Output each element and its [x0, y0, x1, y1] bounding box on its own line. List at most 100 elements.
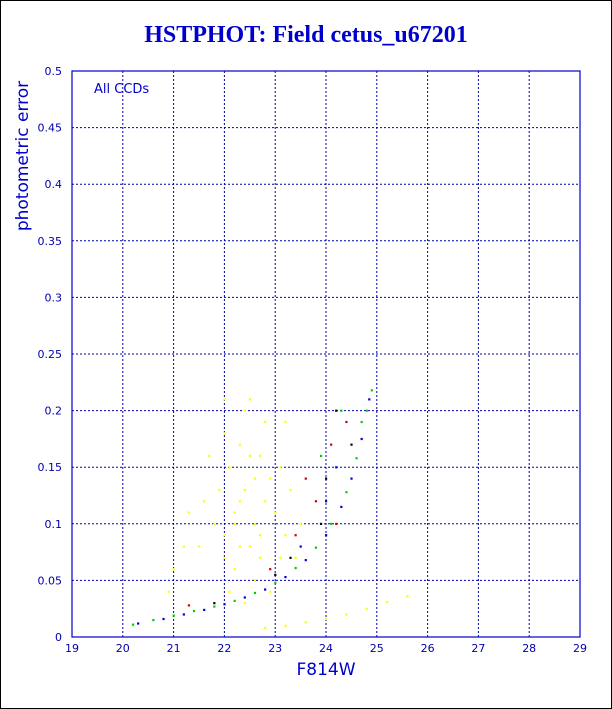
data-point	[274, 573, 277, 576]
data-point	[345, 491, 348, 494]
tick-labels: 19 20 21 22 23 24 25 26 27 28 29 0 0.05 0.1 0.15 0.2 0.2…	[38, 65, 588, 655]
data-point	[233, 599, 236, 602]
data-point	[264, 626, 267, 630]
data-point	[274, 581, 277, 584]
data-point	[304, 621, 307, 624]
x-tick-label: 28	[522, 642, 536, 655]
x-tick-label: 19	[65, 642, 79, 655]
data-point	[253, 591, 257, 595]
data-point	[299, 522, 302, 525]
data-point	[182, 613, 185, 616]
data-point	[345, 613, 348, 616]
data-point	[368, 398, 371, 401]
data-point	[233, 568, 236, 571]
data-point	[294, 566, 297, 570]
data-point	[345, 420, 348, 424]
data-point	[294, 556, 297, 559]
x-tick-label: 29	[573, 642, 587, 655]
data-point	[208, 454, 211, 458]
y-tick-label: 0.25	[38, 348, 63, 361]
data-point	[330, 522, 333, 525]
data-point	[360, 420, 363, 424]
data-point	[223, 603, 226, 606]
data-point	[284, 534, 287, 537]
data-points	[131, 389, 409, 630]
data-point	[248, 398, 251, 401]
data-point	[355, 457, 358, 460]
data-point	[213, 602, 216, 605]
data-point	[279, 466, 282, 469]
x-tick-label: 24	[319, 642, 333, 655]
data-point	[218, 488, 221, 492]
data-point	[182, 545, 185, 548]
data-point	[269, 477, 272, 480]
data-point	[360, 437, 363, 441]
data-point	[319, 522, 323, 525]
data-point	[213, 605, 216, 608]
data-point	[314, 500, 318, 503]
data-point	[274, 511, 277, 514]
data-point	[284, 624, 287, 627]
data-point	[223, 534, 226, 537]
y-tick-label: 0.15	[38, 461, 63, 474]
data-point	[253, 522, 257, 525]
data-point	[243, 488, 246, 492]
x-tick-label: 21	[167, 642, 181, 655]
data-point	[187, 604, 191, 607]
data-point	[264, 420, 267, 424]
chart-title: HSTPHOT: Field cetus_u67201	[144, 22, 468, 48]
data-point	[228, 590, 231, 593]
data-point	[213, 522, 216, 525]
x-tick-label: 27	[471, 642, 485, 655]
data-point	[243, 409, 246, 412]
data-point	[340, 409, 343, 412]
data-point	[258, 534, 262, 537]
y-tick-label: 0.5	[45, 65, 63, 78]
y-tick-label: 0.4	[45, 178, 63, 191]
data-point	[299, 545, 302, 548]
data-point	[258, 556, 262, 559]
data-point	[284, 576, 287, 579]
data-point	[223, 432, 226, 435]
data-point	[279, 556, 282, 559]
data-point	[233, 511, 236, 514]
data-point	[187, 511, 191, 514]
y-tick-label: 0	[55, 631, 62, 644]
data-point	[319, 454, 323, 458]
data-point	[243, 602, 246, 605]
data-point	[203, 500, 206, 503]
data-point	[172, 568, 175, 571]
data-point	[314, 546, 318, 549]
y-tick-label: 0.05	[38, 574, 63, 587]
data-point	[223, 556, 226, 559]
data-point	[264, 500, 267, 503]
data-point	[350, 443, 353, 446]
y-axis-label: photometric error	[13, 81, 33, 231]
data-point	[223, 398, 226, 401]
data-point	[289, 488, 292, 492]
data-point	[253, 579, 257, 582]
data-point	[370, 389, 373, 392]
data-point	[258, 454, 262, 458]
data-point	[269, 568, 272, 571]
data-point	[335, 409, 338, 412]
data-point	[325, 617, 328, 621]
data-point	[162, 617, 165, 621]
data-point	[385, 600, 389, 604]
data-point	[294, 534, 297, 537]
data-point	[137, 622, 140, 625]
data-point	[253, 477, 257, 480]
x-tick-label: 22	[217, 642, 231, 655]
data-point	[269, 590, 272, 593]
data-point	[152, 619, 155, 622]
data-point	[131, 623, 135, 626]
data-point	[238, 500, 241, 503]
y-tick-label: 0.35	[38, 235, 63, 248]
data-point	[289, 556, 292, 559]
data-point	[264, 588, 267, 591]
data-point	[243, 596, 246, 599]
data-point	[304, 559, 307, 562]
data-point	[238, 545, 241, 548]
data-point	[192, 609, 196, 613]
annotation-text: All CCDs	[94, 82, 149, 97]
